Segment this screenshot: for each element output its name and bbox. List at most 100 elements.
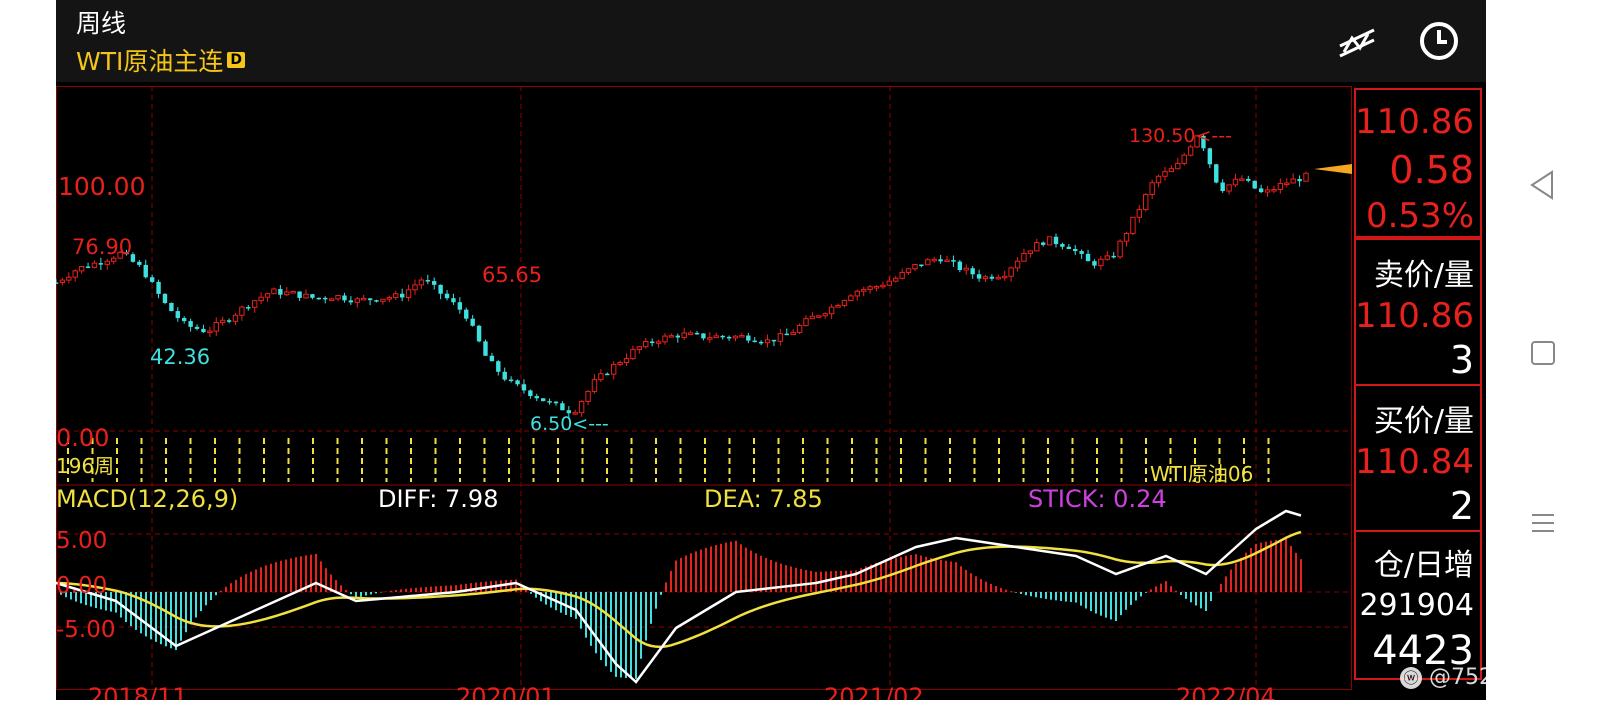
candle-body	[98, 263, 104, 265]
candle-body	[591, 379, 598, 392]
ask-box: 卖价/量 110.86 3	[1354, 238, 1482, 386]
candle-body	[1079, 251, 1084, 254]
candle-body	[1149, 182, 1155, 195]
candle-body	[278, 289, 283, 295]
candle-body	[528, 390, 533, 397]
ask-label: 卖价/量	[1373, 258, 1474, 293]
candle-body	[213, 322, 219, 332]
candle-body	[226, 320, 232, 322]
candle-body	[1181, 154, 1187, 164]
candle-body	[1066, 246, 1072, 249]
candlestick-series	[56, 134, 1309, 419]
chart-area[interactable]: 100.00 76.90 42.36 65.65 6.50<--- 130.50…	[56, 82, 1352, 720]
candle-body	[970, 268, 975, 275]
clock-icon[interactable]	[1416, 18, 1462, 64]
candle-body	[335, 295, 341, 300]
candle-body	[1284, 182, 1290, 186]
menu-icon[interactable]	[1526, 506, 1560, 540]
candle-body	[374, 300, 379, 302]
candle-body	[432, 281, 437, 285]
candle-body	[585, 390, 591, 402]
candle-body	[1027, 250, 1034, 254]
candle-body	[1303, 172, 1309, 182]
candle-body	[931, 258, 937, 262]
candle-body	[367, 298, 373, 301]
price-change-pct: 0.53%	[1365, 196, 1474, 236]
candle-body	[1297, 178, 1302, 182]
candle-body	[905, 268, 912, 273]
d-badge: D	[227, 52, 245, 68]
candle-body	[1117, 240, 1123, 258]
candle-body	[412, 284, 418, 291]
candle-body	[1014, 260, 1021, 269]
candle-body	[732, 335, 739, 339]
candle-body	[1207, 148, 1213, 165]
chart-header: 周线 WTI原油主连 D	[56, 0, 1486, 82]
candle-body	[149, 277, 155, 282]
high-label-2020: 65.65	[482, 263, 542, 287]
period-title[interactable]: 周线	[76, 9, 127, 38]
candle-body	[643, 341, 649, 348]
candle-body	[1060, 244, 1065, 247]
candle-body	[219, 319, 226, 324]
volume-period-label: 196周	[56, 454, 114, 478]
candle-body	[886, 280, 893, 286]
low-label-2020: 6.50<---	[530, 413, 609, 435]
candle-body	[707, 337, 713, 340]
candle-body	[578, 400, 585, 414]
candle-body	[873, 286, 880, 289]
candle-body	[854, 290, 860, 297]
dea-line	[56, 530, 1302, 649]
candle-body	[636, 346, 643, 351]
candle-body	[1092, 261, 1097, 266]
candle-body	[944, 259, 950, 263]
last-price-marker	[1314, 164, 1352, 174]
candle-body	[598, 373, 604, 381]
candle-body	[816, 315, 822, 318]
candle-body	[976, 274, 982, 279]
last-price-box: 110.86 0.58 0.53%	[1354, 88, 1482, 238]
candle-body	[515, 380, 520, 385]
macd-histogram	[60, 538, 1302, 679]
candle-body	[764, 339, 771, 344]
candle-body	[354, 298, 360, 303]
candle-body	[860, 289, 867, 292]
candle-body	[1136, 209, 1143, 218]
candle-body	[457, 302, 463, 310]
candle-body	[1130, 216, 1136, 234]
candle-body	[919, 264, 924, 267]
android-nav-bar	[1486, 0, 1600, 720]
candle-body	[1194, 135, 1200, 148]
candle-body	[912, 264, 918, 270]
candle-body	[739, 335, 745, 338]
candle-body	[951, 260, 956, 262]
diff-line	[56, 509, 1302, 684]
symbol-title[interactable]: WTI原油主连 D	[76, 42, 245, 78]
oi-change: 4423	[1372, 628, 1474, 674]
candle-body	[483, 341, 488, 356]
ask-volume: 3	[1449, 338, 1474, 382]
bid-price: 110.84	[1355, 442, 1474, 482]
candle-body	[1239, 178, 1245, 181]
candle-body	[194, 326, 200, 329]
candle-body	[1008, 267, 1014, 277]
candle-body	[1226, 184, 1232, 192]
candle-body	[547, 401, 552, 403]
peak-label-2022: 130.50<---	[1129, 125, 1232, 147]
bid-label: 买价/量	[1373, 404, 1474, 439]
candle-body	[989, 276, 995, 279]
candle-body	[182, 318, 187, 322]
home-icon[interactable]	[1526, 336, 1560, 370]
candle-body	[328, 298, 335, 301]
candle-body	[957, 261, 963, 270]
back-icon[interactable]	[1526, 168, 1560, 202]
candle-body	[85, 266, 91, 268]
low-label-2018: 42.36	[150, 345, 210, 369]
drawing-tool-icon[interactable]	[1334, 18, 1380, 64]
candle-body	[649, 341, 655, 344]
candle-body	[790, 331, 796, 336]
candle-body	[1111, 255, 1116, 258]
candle-body	[572, 412, 578, 415]
candle-body	[1252, 180, 1257, 189]
last-price: 110.86	[1355, 102, 1474, 142]
